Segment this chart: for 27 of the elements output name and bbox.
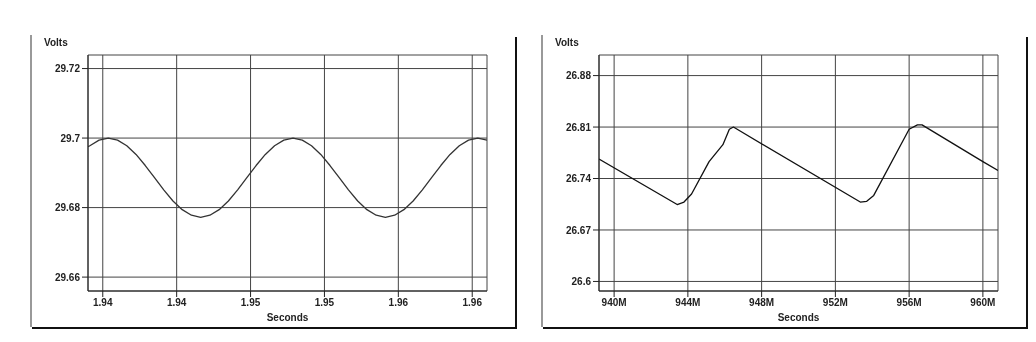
x-tick-label: 956M [896,297,922,309]
y-tick-label: 26.74 [565,173,592,185]
y-tick-label: 29.66 [54,271,81,283]
x-tick-label: 1.94 [93,297,113,309]
x-tick-label: 1.96 [388,297,409,309]
y-tick-label: 26.88 [565,70,592,82]
y-axis-title: Volts [44,37,68,48]
x-tick-label: 952M [822,297,848,309]
y-tick-label: 26.6 [571,275,592,287]
x-tick-label: 960M [970,297,996,309]
y-tick-label: 26.81 [565,121,592,133]
y-tick-label: 29.72 [54,63,81,75]
x-tick-label: 1.95 [314,297,335,309]
line-series [88,137,487,218]
y-axis-title: Volts [555,37,579,48]
x-axis-title: Seconds [777,312,820,323]
line-series [599,124,998,206]
x-tick-label: 944M [675,297,701,309]
x-tick-label: 1.96 [462,297,483,309]
y-tick-label: 26.67 [565,224,592,236]
x-tick-label: 1.95 [240,297,261,309]
x-tick-label: 1.94 [166,297,187,309]
x-axis-title: Seconds [266,312,309,323]
y-tick-label: 29.7 [60,132,81,144]
x-tick-label: 940M [601,297,627,309]
x-tick-label: 948M [749,297,775,309]
y-tick-label: 29.68 [54,202,81,214]
